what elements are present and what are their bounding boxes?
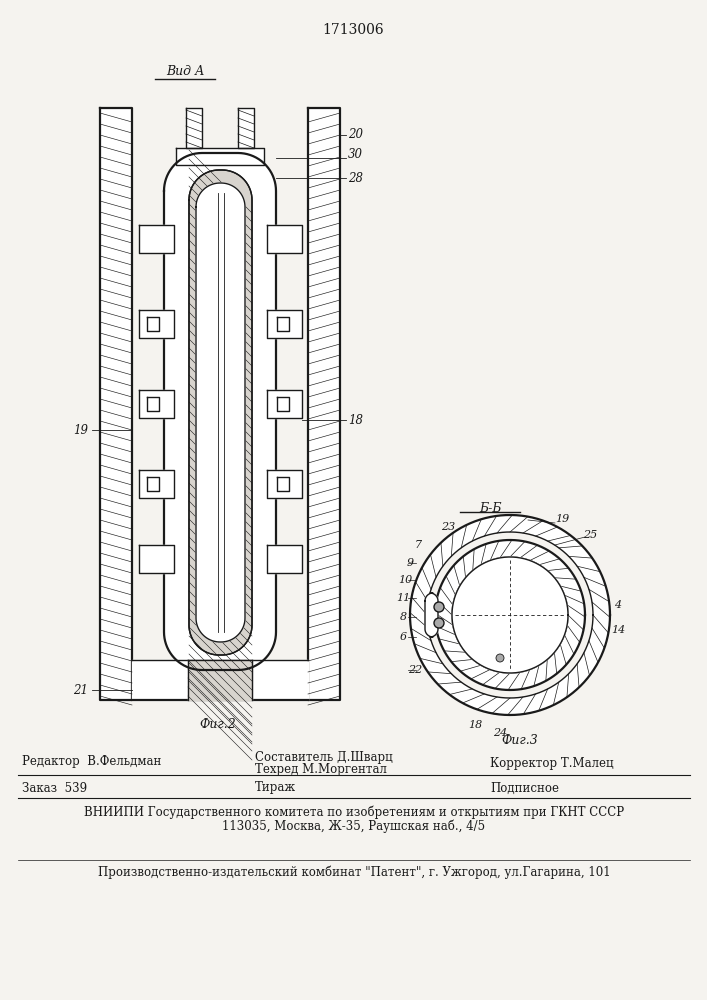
Polygon shape <box>267 390 302 418</box>
Text: 30: 30 <box>348 148 363 161</box>
Text: Корректор Т.Малец: Корректор Т.Малец <box>490 756 614 770</box>
Text: 21: 21 <box>73 684 88 696</box>
Polygon shape <box>452 557 568 673</box>
Text: Б-Б: Б-Б <box>479 502 501 514</box>
Polygon shape <box>452 557 568 673</box>
Text: Составитель Д.Шварц: Составитель Д.Шварц <box>255 750 393 764</box>
Text: Техред М.Моргентал: Техред М.Моргентал <box>255 764 387 776</box>
Polygon shape <box>139 390 174 418</box>
Text: 1713006: 1713006 <box>322 23 384 37</box>
Polygon shape <box>189 170 252 655</box>
Text: 7: 7 <box>414 540 421 550</box>
Text: 6: 6 <box>399 632 407 642</box>
Circle shape <box>434 602 444 612</box>
Polygon shape <box>139 470 174 498</box>
Polygon shape <box>308 108 340 700</box>
Text: Производственно-издательский комбинат "Патент", г. Ужгород, ул.Гагарина, 101: Производственно-издательский комбинат "П… <box>98 865 610 879</box>
Polygon shape <box>196 183 245 642</box>
Polygon shape <box>267 470 302 498</box>
Text: 4: 4 <box>614 600 621 610</box>
Text: 18: 18 <box>468 720 482 730</box>
Text: Фиг.2: Фиг.2 <box>199 718 236 732</box>
Polygon shape <box>139 545 174 573</box>
Polygon shape <box>100 108 132 700</box>
Polygon shape <box>147 397 159 411</box>
Polygon shape <box>147 317 159 331</box>
Text: Редактор  В.Фельдман: Редактор В.Фельдман <box>22 756 161 768</box>
Text: 113035, Москва, Ж-35, Раушская наб., 4/5: 113035, Москва, Ж-35, Раушская наб., 4/5 <box>223 819 486 833</box>
Text: 28: 28 <box>348 172 363 184</box>
Polygon shape <box>188 660 252 700</box>
Text: 9: 9 <box>407 558 414 568</box>
Text: 18: 18 <box>348 414 363 426</box>
Text: ВНИИПИ Государственного комитета по изобретениям и открытиям при ГКНТ СССР: ВНИИПИ Государственного комитета по изоб… <box>84 805 624 819</box>
Polygon shape <box>267 225 302 253</box>
Polygon shape <box>164 153 276 670</box>
Circle shape <box>496 654 504 662</box>
Polygon shape <box>425 593 438 637</box>
Polygon shape <box>277 317 289 331</box>
Polygon shape <box>176 148 264 165</box>
Text: 20: 20 <box>348 128 363 141</box>
Text: Вид А: Вид А <box>165 65 204 78</box>
Polygon shape <box>267 310 302 338</box>
Text: 22: 22 <box>408 665 422 675</box>
Polygon shape <box>139 310 174 338</box>
Polygon shape <box>267 545 302 573</box>
Polygon shape <box>277 397 289 411</box>
Text: 10: 10 <box>398 575 412 585</box>
Text: 8: 8 <box>399 612 407 622</box>
Polygon shape <box>132 660 308 700</box>
Text: 19: 19 <box>555 514 569 524</box>
Text: Тираж: Тираж <box>255 782 296 794</box>
Polygon shape <box>277 477 289 491</box>
Polygon shape <box>427 532 593 698</box>
Text: Фиг.3: Фиг.3 <box>502 734 538 746</box>
Polygon shape <box>435 540 585 690</box>
Text: 14: 14 <box>611 625 625 635</box>
Text: 23: 23 <box>441 522 455 532</box>
Polygon shape <box>238 108 254 148</box>
Text: 11: 11 <box>396 593 410 603</box>
Text: 24: 24 <box>493 728 507 738</box>
Polygon shape <box>186 108 202 148</box>
Polygon shape <box>410 515 610 715</box>
Text: Заказ  539: Заказ 539 <box>22 782 87 794</box>
Text: Подписное: Подписное <box>490 782 559 794</box>
Polygon shape <box>132 108 308 700</box>
Polygon shape <box>139 225 174 253</box>
Text: 25: 25 <box>583 530 597 540</box>
Polygon shape <box>147 477 159 491</box>
Text: 19: 19 <box>73 424 88 436</box>
Circle shape <box>434 618 444 628</box>
